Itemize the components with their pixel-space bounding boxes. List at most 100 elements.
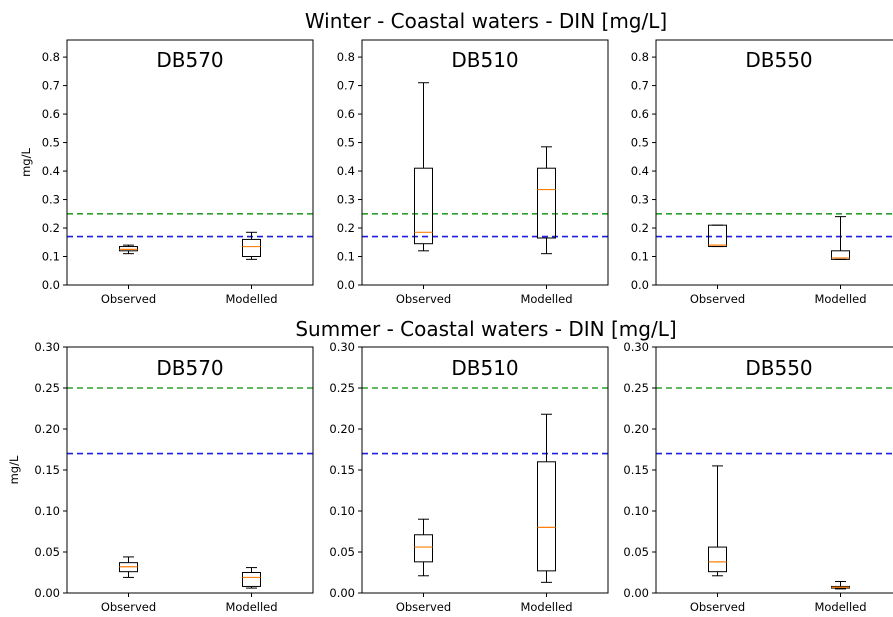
y-tick-label: 0.7 — [42, 79, 60, 93]
y-tick-label: 0.3 — [631, 193, 649, 207]
box-modelled — [242, 567, 261, 589]
y-tick-label: 0.0 — [337, 278, 355, 292]
panel-title: DB570 — [156, 356, 223, 380]
y-tick-label: 0.20 — [329, 422, 355, 436]
y-tick-label: 0.8 — [337, 50, 355, 64]
y-tick-label: 0.0 — [42, 278, 60, 292]
y-tick-label: 0.6 — [631, 107, 649, 121]
x-tick-label: Modelled — [814, 292, 866, 306]
y-tick-label: 0.00 — [329, 586, 355, 600]
y-tick-label: 0.10 — [34, 504, 60, 518]
axes-frame — [66, 39, 314, 286]
box-modelled — [537, 413, 556, 583]
y-tick-label: 0.30 — [34, 340, 60, 354]
y-tick-label: 0.05 — [623, 545, 649, 559]
y-axis-label: mg/L — [19, 148, 33, 177]
axes-frame — [655, 39, 893, 286]
x-tick-label: Modelled — [814, 600, 866, 614]
box-modelled — [537, 146, 556, 255]
y-tick-label: 0.2 — [42, 221, 60, 235]
box-iqr — [414, 167, 433, 245]
y-tick-label: 0.2 — [337, 221, 355, 235]
box-iqr — [831, 250, 850, 260]
x-tick-label: Observed — [690, 292, 745, 306]
panel-title: DB510 — [451, 48, 518, 72]
y-tick-label: 0.20 — [34, 422, 60, 436]
y-tick-label: 0.7 — [631, 79, 649, 93]
axes-frame — [66, 346, 314, 594]
box-observed — [414, 518, 433, 577]
y-tick-label: 0.5 — [337, 136, 355, 150]
x-tick-label: Modelled — [225, 292, 277, 306]
box-iqr — [537, 167, 556, 239]
y-axis-label: mg/L — [7, 455, 21, 484]
y-tick-label: 0.10 — [623, 504, 649, 518]
y-tick-label: 0.2 — [631, 221, 649, 235]
y-tick-label: 0.10 — [329, 504, 355, 518]
y-tick-label: 0.30 — [329, 340, 355, 354]
x-tick-label: Observed — [396, 600, 451, 614]
panel-db550: 0.00 0.05 0.10 0.15 0.20 0.25 0.30 Observed Mode… — [623, 340, 893, 614]
box-iqr — [119, 246, 138, 252]
box-iqr — [242, 572, 261, 587]
panel-title: DB510 — [451, 356, 518, 380]
y-tick-label: 0.15 — [623, 463, 649, 477]
box-observed — [119, 244, 138, 255]
y-tick-label: 0.25 — [623, 381, 649, 395]
box-modelled — [242, 231, 261, 260]
box-observed — [708, 224, 727, 248]
row-title: Winter - Coastal waters - DIN [mg/L] — [305, 9, 667, 33]
box-modelled — [831, 216, 850, 260]
y-tick-label: 0.1 — [42, 250, 60, 264]
x-tick-label: Observed — [101, 600, 156, 614]
x-tick-label: Observed — [101, 292, 156, 306]
y-tick-label: 0.8 — [631, 50, 649, 64]
y-tick-label: 0.00 — [623, 586, 649, 600]
y-tick-label: 0.5 — [631, 136, 649, 150]
x-tick-label: Modelled — [520, 600, 572, 614]
y-tick-label: 0.15 — [34, 463, 60, 477]
y-tick-label: 0.20 — [623, 422, 649, 436]
axes-frame — [361, 346, 609, 594]
box-modelled — [831, 581, 850, 590]
row-title: Summer - Coastal waters - DIN [mg/L] — [295, 317, 676, 341]
y-tick-label: 0.25 — [34, 381, 60, 395]
panel-db570: 0.00 0.05 0.10 0.15 0.20 0.25 0.30 Observed Mode… — [34, 340, 314, 614]
y-tick-label: 0.1 — [631, 250, 649, 264]
y-tick-label: 0.05 — [34, 545, 60, 559]
x-tick-label: Modelled — [225, 600, 277, 614]
x-tick-label: Observed — [690, 600, 745, 614]
y-tick-label: 0.4 — [631, 164, 649, 178]
panel-db550: 0.0 0.1 0.2 0.3 0.4 0.5 0.6 0.7 0.8 Observed Model… — [631, 39, 893, 306]
y-tick-label: 0.6 — [337, 107, 355, 121]
panel-db510: 0.0 0.1 0.2 0.3 0.4 0.5 0.6 0.7 0.8 Observed Model… — [337, 39, 609, 306]
panel-title: DB550 — [745, 48, 812, 72]
panel-title: DB550 — [745, 356, 812, 380]
y-tick-label: 0.4 — [337, 164, 355, 178]
box-iqr — [708, 546, 727, 573]
y-tick-label: 0.00 — [34, 586, 60, 600]
y-tick-label: 0.8 — [42, 50, 60, 64]
y-tick-label: 0.3 — [42, 193, 60, 207]
x-tick-label: Modelled — [520, 292, 572, 306]
box-iqr — [708, 224, 727, 248]
panel-db510: 0.00 0.05 0.10 0.15 0.20 0.25 0.30 Observed Mode… — [329, 340, 609, 614]
panel-db570: 0.0 0.1 0.2 0.3 0.4 0.5 0.6 0.7 0.8 Observed Model… — [42, 39, 314, 306]
box-observed — [414, 82, 433, 252]
axes-frame — [655, 346, 893, 594]
box-iqr — [242, 238, 261, 258]
y-tick-label: 0.5 — [42, 136, 60, 150]
box-iqr — [414, 534, 433, 563]
y-tick-label: 0.4 — [42, 164, 60, 178]
panel-title: DB570 — [156, 48, 223, 72]
y-tick-label: 0.0 — [631, 278, 649, 292]
y-tick-label: 0.25 — [329, 381, 355, 395]
box-iqr — [537, 461, 556, 572]
y-tick-label: 0.30 — [623, 340, 649, 354]
y-tick-label: 0.1 — [337, 250, 355, 264]
box-observed — [119, 556, 138, 578]
y-tick-label: 0.15 — [329, 463, 355, 477]
x-tick-label: Observed — [396, 292, 451, 306]
y-tick-label: 0.05 — [329, 545, 355, 559]
